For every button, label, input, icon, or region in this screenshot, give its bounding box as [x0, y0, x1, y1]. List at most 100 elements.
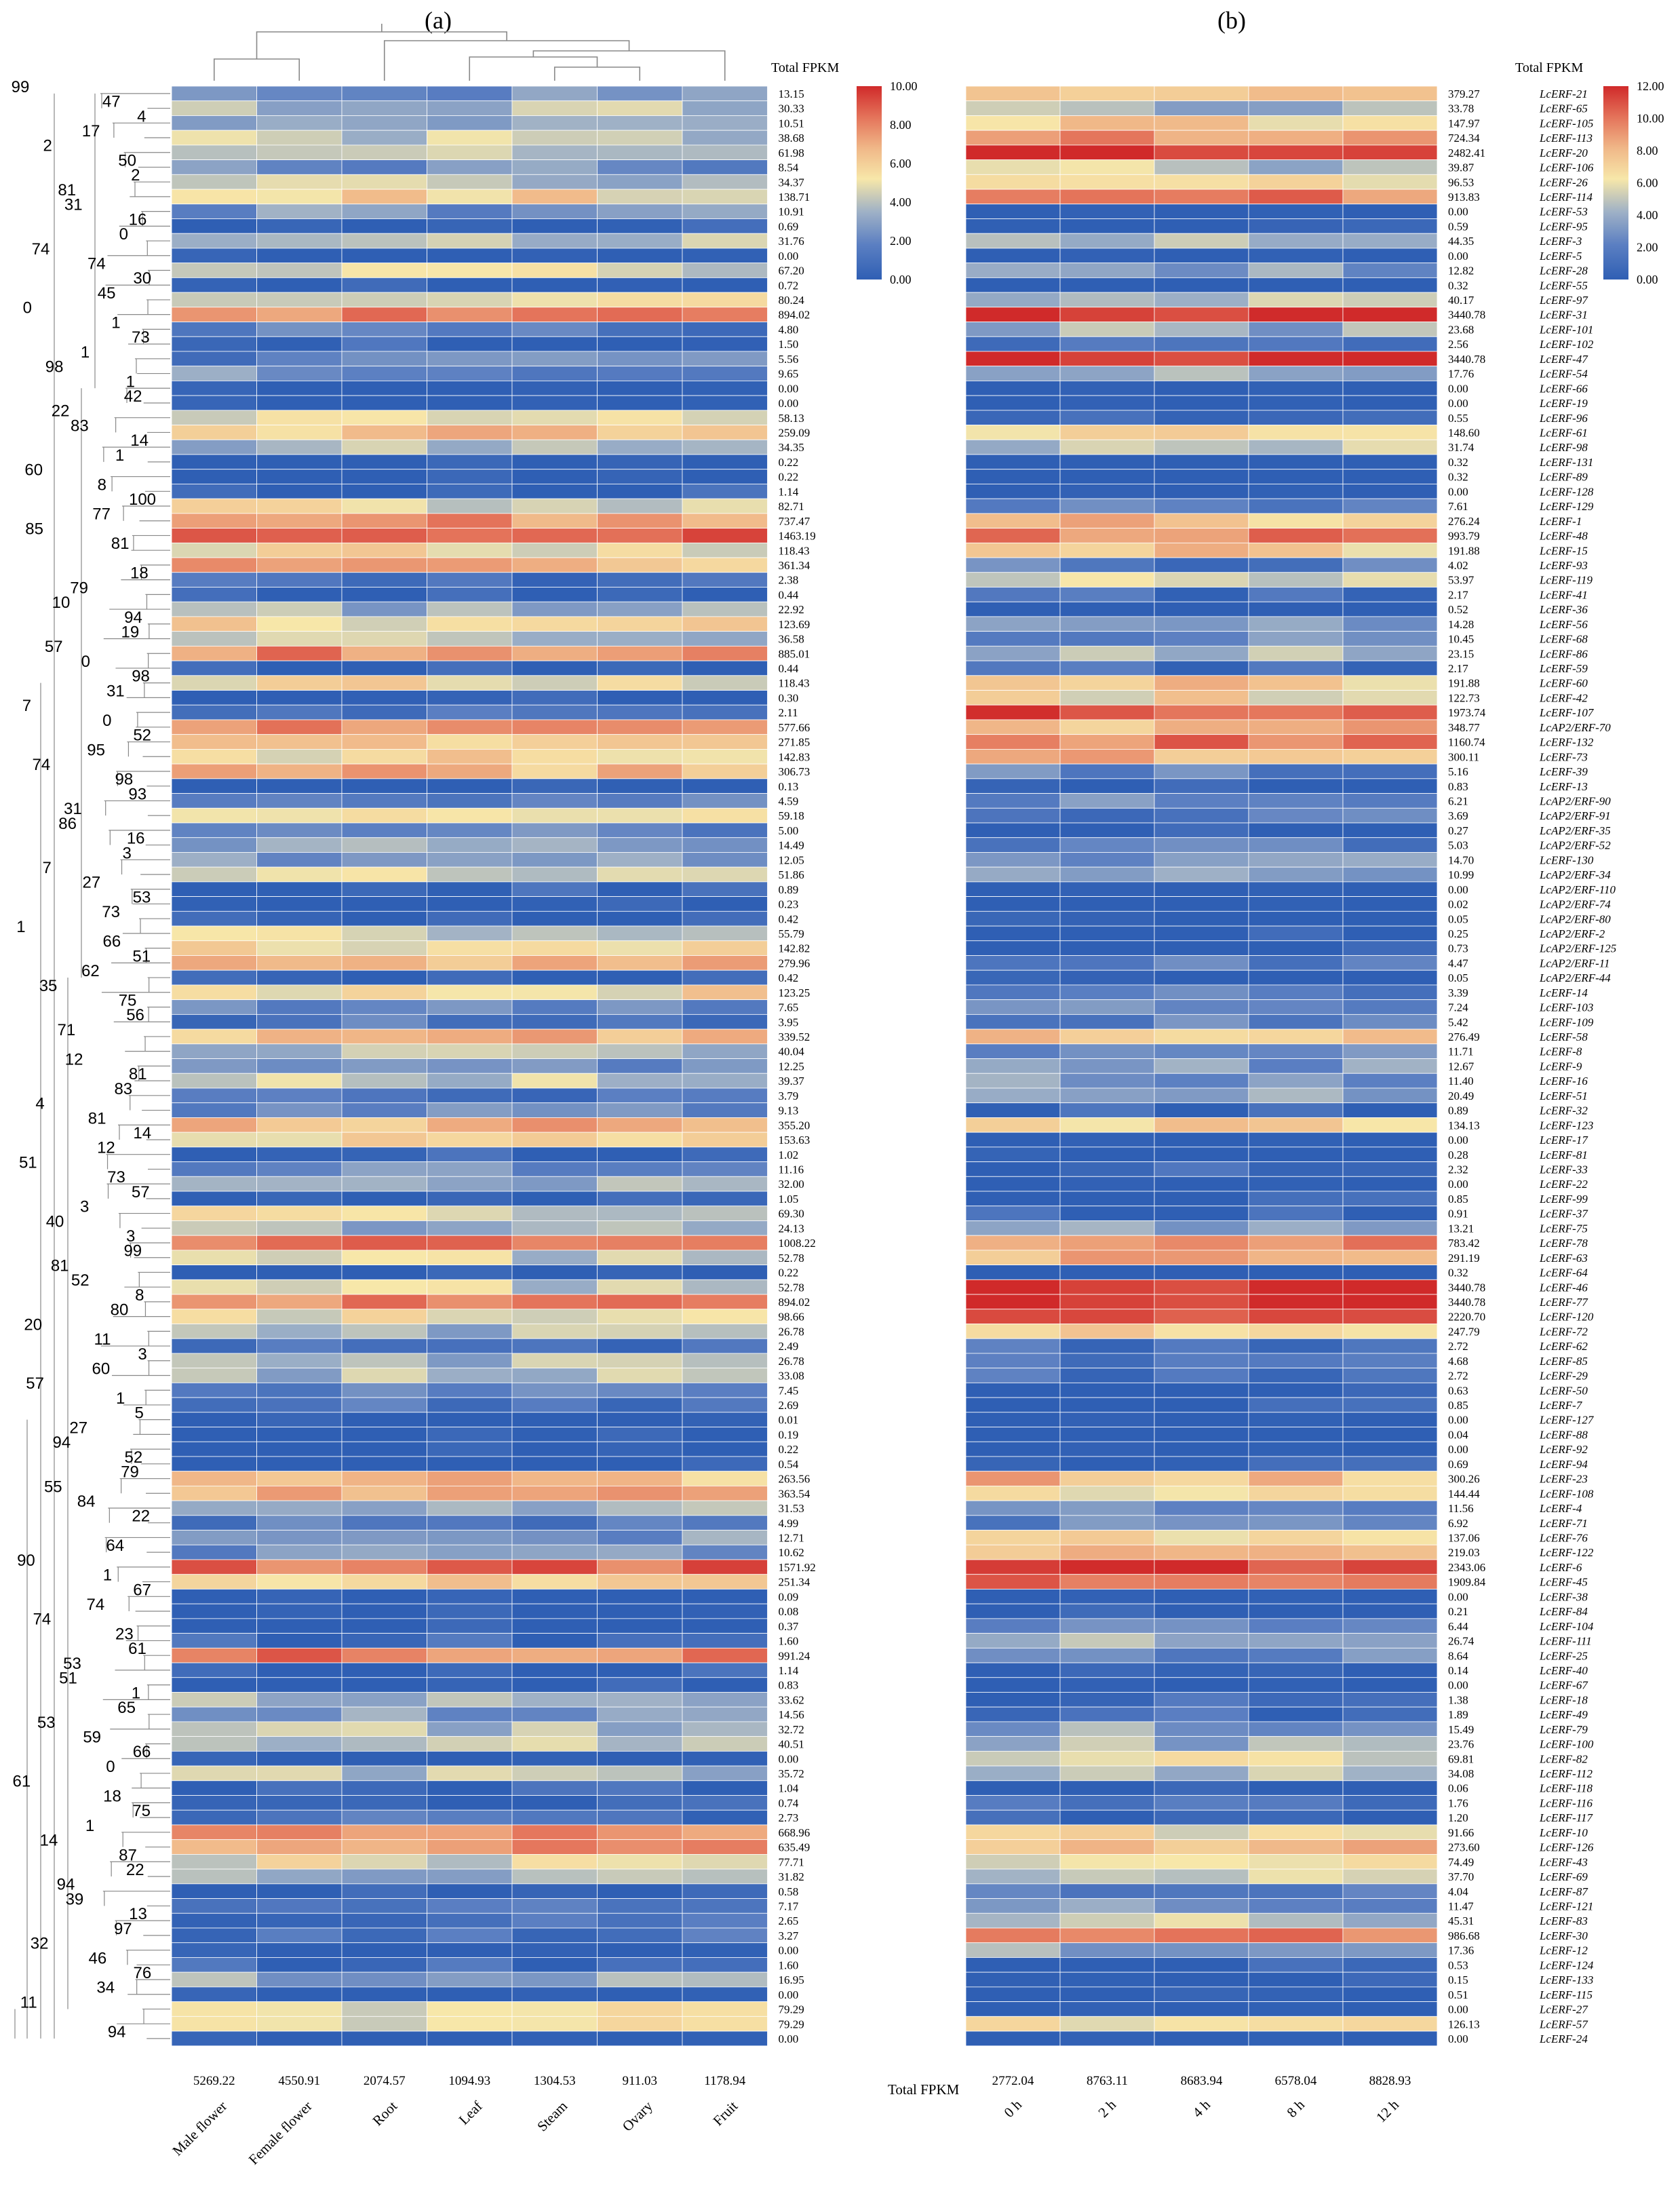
panel-b-cell [1342, 1353, 1438, 1369]
panel-a-cell [427, 999, 513, 1015]
panel-a-cell [682, 1677, 768, 1693]
panel-a-cell [682, 837, 768, 853]
panel-b-cell [1154, 115, 1249, 131]
panel-a-cell [341, 1102, 427, 1118]
panel-a-cell [511, 1603, 598, 1619]
panel-a-cell [427, 1795, 513, 1811]
panel-a-cell [256, 130, 343, 146]
panel-b-cell [1059, 1721, 1155, 1737]
panel-a-cell [597, 1500, 683, 1516]
panel-b-cell [1154, 1647, 1249, 1663]
panel-a-cell [427, 660, 513, 676]
dendrogram-bootstrap-label: 81 [51, 1256, 69, 1275]
panel-b-row-total: 39.87 [1448, 161, 1474, 174]
panel-a-cell [171, 1338, 257, 1354]
panel-a-cell [427, 1898, 513, 1914]
panel-a-cell [682, 204, 768, 219]
panel-b-gene-label: LcERF-128 [1539, 485, 1594, 498]
panel-b-cell [1059, 1530, 1155, 1545]
panel-a-cell [256, 557, 343, 573]
panel-a-cell [256, 1927, 343, 1944]
panel-a-cell [427, 2001, 513, 2017]
panel-b-cell [1059, 1500, 1155, 1516]
panel-b-gene-label: LcERF-50 [1539, 1384, 1588, 1397]
panel-a-cell [427, 1765, 513, 1781]
panel-a-cell [427, 1471, 513, 1486]
panel-b-cell [1154, 248, 1249, 264]
panel-a-cell [427, 896, 513, 912]
panel-b-row-total: 134.13 [1448, 1119, 1480, 1132]
panel-a-cell [171, 1456, 257, 1472]
dendrogram-bootstrap-label: 55 [44, 1478, 62, 1496]
panel-a-cell [597, 1427, 683, 1442]
panel-b-cell [1154, 1706, 1249, 1722]
panel-a-cell [427, 351, 513, 367]
panel-b-cell [1059, 866, 1155, 883]
dendrogram-bootstrap-label: 20 [24, 1315, 42, 1334]
panel-a-cell [171, 100, 257, 116]
panel-a-cell [682, 351, 768, 367]
panel-a-cell [256, 115, 343, 131]
panel-b-cell [965, 1132, 1061, 1148]
panel-b-row-total: 0.52 [1448, 603, 1468, 616]
panel-a-cell [427, 1986, 513, 2002]
panel-b-gene-label: LcERF-25 [1539, 1649, 1588, 1662]
panel-b-gene-label: LcERF-23 [1539, 1473, 1588, 1486]
panel-b-row-total: 0.85 [1448, 1193, 1468, 1206]
panel-a-cell [597, 1176, 683, 1192]
panel-a-cell [171, 189, 257, 205]
panel-b-cell [1248, 1058, 1344, 1074]
panel-a-cell [256, 645, 343, 661]
panel-a-cell [427, 454, 513, 470]
panel-a-cell [341, 793, 427, 809]
panel-a-cell [511, 1824, 598, 1841]
panel-b-cell [965, 174, 1061, 190]
panel-b-cell [1342, 542, 1438, 558]
panel-b-cell [1248, 940, 1344, 956]
panel-a-cell [511, 1839, 598, 1855]
panel-a-cell [511, 1692, 598, 1708]
panel-b-cell [1342, 1132, 1438, 1148]
panel-a-cell [427, 793, 513, 809]
panel-a-cell [256, 1618, 343, 1634]
panel-b-cell [1059, 1942, 1155, 1958]
panel-a-cell [682, 1633, 768, 1649]
panel-b-row-total: 3440.78 [1448, 309, 1485, 322]
panel-a-cell [682, 1397, 768, 1413]
panel-a-cell [256, 1589, 343, 1604]
panel-b-cell [1248, 1412, 1344, 1427]
panel-b-gene-label: LcERF-85 [1539, 1355, 1588, 1368]
panel-b-cell [1059, 1750, 1155, 1767]
panel-b-cell [1154, 822, 1249, 839]
panel-b-cell [965, 1824, 1061, 1841]
panel-b-gene-label: LcERF-45 [1539, 1576, 1588, 1589]
dendrogram-bootstrap-label: 53 [133, 888, 151, 906]
panel-b-cell [1154, 1544, 1249, 1560]
panel-b-cell [1059, 218, 1155, 234]
panel-a-cell [341, 322, 427, 337]
dendrogram-bootstrap-label: 51 [132, 947, 151, 965]
panel-a-cell [427, 1441, 513, 1457]
panel-b-cell [1059, 248, 1155, 264]
panel-b-cell [1154, 1147, 1249, 1162]
panel-a-cell [171, 1427, 257, 1442]
panel-b-cell [1248, 1324, 1344, 1339]
panel-a-cell [427, 1338, 513, 1354]
panel-a-cell [427, 248, 513, 264]
panel-a-cell [427, 1427, 513, 1442]
panel-a-cell [682, 1603, 768, 1619]
panel-a-cell [171, 307, 257, 322]
panel-a-cell [682, 852, 768, 868]
panel-b-cell [965, 587, 1061, 602]
panel-a-cell [171, 322, 257, 337]
panel-b-cell [1059, 1382, 1155, 1398]
panel-a-cell [341, 1868, 427, 1885]
panel-b-cell [965, 454, 1061, 470]
panel-a-cell [597, 1662, 683, 1678]
panel-b-cell [1342, 1206, 1438, 1221]
panel-b-cell [1059, 1176, 1155, 1192]
panel-b-cell [1342, 1706, 1438, 1722]
legend-tick-label: 8.00 [890, 118, 912, 132]
panel-b-gene-label: LcERF-126 [1539, 1841, 1594, 1854]
panel-b-cell [1059, 1117, 1155, 1133]
